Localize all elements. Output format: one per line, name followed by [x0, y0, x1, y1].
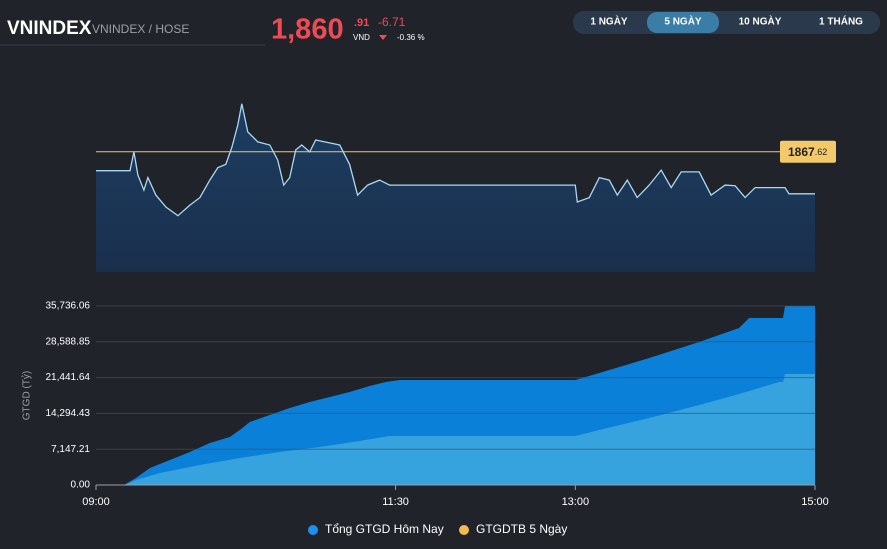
x-tick-label: 15:00 [801, 496, 829, 508]
price: 1,860 [271, 14, 344, 46]
price-line [96, 103, 815, 217]
y-tick-label: 35,736.06 [46, 301, 91, 312]
price-decimals: .91 [354, 17, 369, 29]
reference-label: 1867.62 [788, 145, 827, 159]
legend-swatch [308, 525, 318, 535]
legend-swatch [459, 525, 469, 535]
legend-label[interactable]: GTGDTB 5 Ngày [476, 522, 567, 536]
range-button[interactable]: 10 NGÀY [739, 15, 782, 28]
y-tick-label: 14,294.43 [46, 408, 91, 419]
series-area [96, 374, 815, 485]
y-axis-label: GTGD (Tỷ) [21, 371, 33, 420]
legend-label[interactable]: Tổng GTGD Hôm Nay [325, 522, 444, 536]
exchange: VNINDEX / HOSE [92, 22, 189, 36]
y-tick-label: 0.00 [71, 480, 91, 491]
x-tick-label: 11:30 [382, 496, 409, 508]
reference-badge [780, 140, 836, 163]
y-tick-label: 28,588.85 [46, 336, 91, 347]
symbol: VNINDEX [7, 18, 92, 39]
range-button[interactable]: 1 NGÀY [590, 15, 628, 28]
range-button[interactable]: 5 NGÀY [664, 15, 702, 28]
currency: VND [353, 33, 370, 42]
active-range [647, 12, 719, 33]
change: -6.71 [378, 15, 406, 29]
range-button[interactable]: 1 THÁNG [819, 15, 863, 28]
y-tick-label: 21,441.64 [46, 372, 91, 383]
down-arrow [379, 35, 387, 40]
price-area [96, 103, 815, 272]
y-tick-label: 7,147.21 [51, 444, 90, 455]
x-tick-label: 13:00 [562, 496, 590, 508]
x-tick-label: 09:00 [82, 496, 110, 508]
change-pct: -0.36 % [397, 33, 425, 42]
